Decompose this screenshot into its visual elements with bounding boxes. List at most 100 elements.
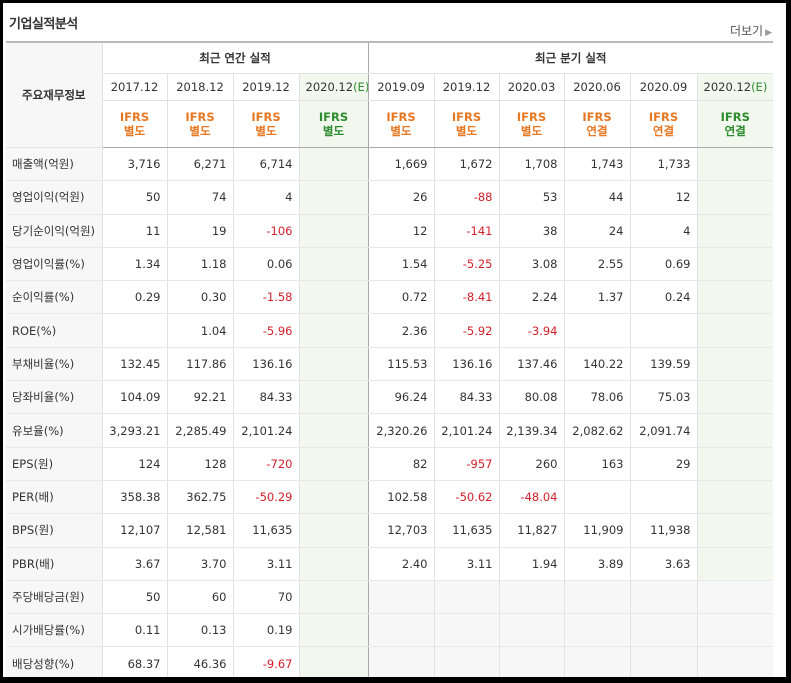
annual-value-cell: -9.67 xyxy=(232,646,299,677)
quarter-value-cell: 3.89 xyxy=(563,547,630,581)
quarter-value-cell: 2,082.62 xyxy=(563,413,630,448)
annual-value-cell: 12,107 xyxy=(101,513,167,548)
quarter-value-cell: 1,708 xyxy=(498,147,564,182)
row-label: EPS(원) xyxy=(6,446,102,481)
header-annual-group: 최근 연간 실적 xyxy=(101,41,368,74)
header-quarter-group: 최근 분기 실적 xyxy=(367,41,773,74)
row-label: BPS(원) xyxy=(6,513,102,548)
annual-value-cell: 11,635 xyxy=(232,513,299,548)
row-label: 영업이익(억원) xyxy=(6,180,102,215)
quarter-value-cell xyxy=(563,613,630,648)
annual-value-cell: -720 xyxy=(232,446,299,481)
quarter-value-cell: 139.59 xyxy=(629,346,697,382)
annual-value-cell xyxy=(298,646,368,677)
header-year-annual: 2020.12(E) xyxy=(298,73,368,101)
annual-value-cell: 128 xyxy=(166,446,233,481)
row-label: 부채비율(%) xyxy=(6,346,102,382)
quarter-value-cell: 4 xyxy=(629,214,697,248)
annual-value-cell xyxy=(298,380,368,415)
quarter-value-cell: 140.22 xyxy=(563,346,630,382)
quarter-value-cell xyxy=(629,613,697,648)
quarter-value-cell xyxy=(696,180,773,215)
basis-standard: IFRS xyxy=(386,110,416,124)
more-link[interactable]: 더보기 ▶ xyxy=(730,22,772,39)
row-label: 시가배당률(%) xyxy=(6,613,102,648)
quarter-value-cell: 38 xyxy=(498,214,564,248)
annual-value-cell xyxy=(298,413,368,448)
annual-value-cell: 1.18 xyxy=(166,246,233,282)
quarter-value-cell: 2,091.74 xyxy=(629,413,697,448)
header-year-quarter: 2020.09 xyxy=(629,73,697,101)
row-label: 순이익률(%) xyxy=(6,280,102,315)
quarter-value-cell xyxy=(563,646,630,677)
financial-summary-panel: 기업실적분석 더보기 ▶ 주요재무정보 최근 연간 실적 최근 분기 실적 201… xyxy=(3,3,786,677)
quarter-value-cell xyxy=(367,613,434,648)
row-label: 유보율(%) xyxy=(6,413,102,448)
quarter-value-cell: -8.41 xyxy=(433,280,499,315)
basis-standard: IFRS xyxy=(119,110,150,124)
row-label: 당기순이익(억원) xyxy=(6,214,102,248)
quarter-value-cell xyxy=(629,579,697,615)
header-label: 주요재무정보 xyxy=(6,41,102,148)
header-year-quarter: 2019.09 xyxy=(367,73,434,101)
quarter-value-cell: 26 xyxy=(367,180,434,215)
header-year-annual: 2017.12 xyxy=(101,73,167,101)
quarter-value-cell xyxy=(696,380,773,415)
quarter-value-cell: 3.63 xyxy=(629,547,697,581)
quarter-value-cell: 82 xyxy=(367,446,434,481)
table-row: 당좌비율(%) 104.09 92.21 84.33 96.24 84.33 80.08 78… xyxy=(6,380,773,415)
annual-value-cell: 0.19 xyxy=(232,613,299,648)
annual-value-cell: 0.13 xyxy=(166,613,233,648)
quarter-value-cell xyxy=(563,579,630,615)
header-year-annual: 2018.12 xyxy=(166,73,233,101)
annual-value-cell xyxy=(298,180,368,215)
header-basis-quarter: IFRS 연결 xyxy=(629,100,697,148)
year-label: 2020.12 xyxy=(703,80,752,94)
header-row-groups: 주요재무정보 최근 연간 실적 최근 분기 실적 xyxy=(6,41,773,148)
header-basis-annual: IFRS 별도 xyxy=(166,100,233,148)
quarter-value-cell xyxy=(433,646,499,677)
annual-value-cell xyxy=(298,346,368,382)
basis-type: 별도 xyxy=(255,124,277,138)
annual-value-cell: -50.29 xyxy=(232,480,299,515)
quarter-value-cell: 80.08 xyxy=(498,380,564,415)
quarter-value-cell: 136.16 xyxy=(433,346,499,382)
quarter-value-cell: 78.06 xyxy=(563,380,630,415)
annual-value-cell xyxy=(298,313,368,348)
annual-value-cell xyxy=(298,547,368,581)
quarter-value-cell: -50.62 xyxy=(433,480,499,515)
quarter-value-cell: 2.55 xyxy=(563,246,630,282)
year-label: 2019.12 xyxy=(242,80,290,94)
annual-value-cell: 84.33 xyxy=(232,380,299,415)
quarter-value-cell xyxy=(696,513,773,548)
annual-value-cell: -5.96 xyxy=(232,313,299,348)
annual-value-cell: 358.38 xyxy=(101,480,167,515)
annual-value-cell: 132.45 xyxy=(101,346,167,382)
header-basis-quarter: IFRS 별도 xyxy=(433,100,499,148)
quarter-value-cell xyxy=(696,579,773,615)
row-label: 영업이익률(%) xyxy=(6,246,102,282)
table-row: 영업이익(억원) 50 74 4 26 -88 53 44 12 xyxy=(6,180,773,215)
table-row: 당기순이익(억원) 11 19 -106 12 -141 38 24 4 xyxy=(6,214,773,248)
quarter-value-cell: 1,672 xyxy=(433,147,499,182)
table-row: BPS(원) 12,107 12,581 11,635 12,703 11,635 11,8… xyxy=(6,513,773,548)
annual-value-cell: 92.21 xyxy=(166,380,233,415)
basis-standard: IFRS xyxy=(318,110,349,124)
header-year-quarter: 2019.12 xyxy=(433,73,499,101)
basis-standard: IFRS xyxy=(451,110,482,124)
header-basis-annual: IFRS 별도 xyxy=(232,100,299,148)
annual-value-cell: 3.70 xyxy=(166,547,233,581)
quarter-value-cell: -3.94 xyxy=(498,313,564,348)
basis-type: 연결 xyxy=(586,124,608,138)
quarter-value-cell xyxy=(367,646,434,677)
quarter-value-cell: -141 xyxy=(433,214,499,248)
quarter-value-cell xyxy=(629,646,697,677)
section-title: 기업실적분석 xyxy=(9,17,78,32)
quarter-value-cell xyxy=(696,147,773,182)
annual-value-cell xyxy=(298,246,368,282)
quarter-value-cell: 137.46 xyxy=(498,346,564,382)
quarter-value-cell: 0.72 xyxy=(367,280,434,315)
year-label: 2020.03 xyxy=(507,80,556,94)
quarter-value-cell xyxy=(629,480,697,515)
table-row: 부채비율(%) 132.45 117.86 136.16 115.53 136.16 137… xyxy=(6,346,773,382)
